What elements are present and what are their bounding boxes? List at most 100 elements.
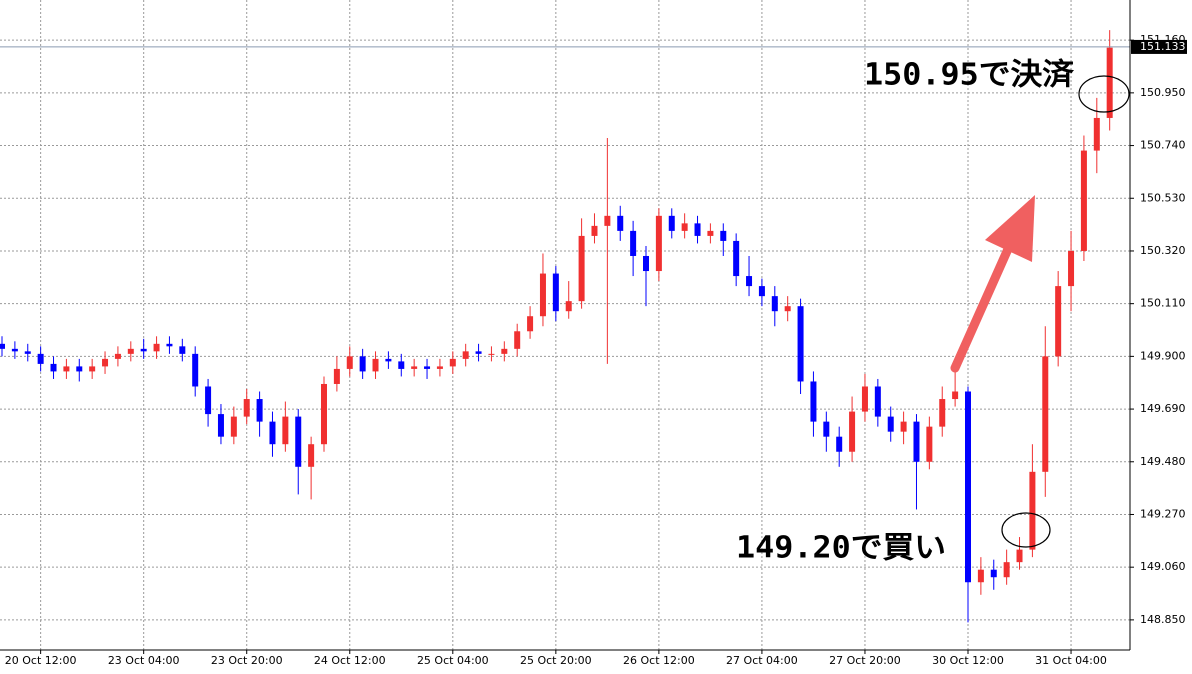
x-tick-label: 27 Oct 20:00 <box>829 654 901 667</box>
candle-body <box>758 286 765 297</box>
y-tick-label: 148.850 <box>1140 613 1186 626</box>
candle-body <box>140 348 147 352</box>
candle-body <box>0 343 5 349</box>
candle-body <box>746 276 753 287</box>
candle-body <box>372 358 379 372</box>
candle-body <box>849 411 856 452</box>
candle-body <box>359 356 366 372</box>
candle-body <box>1003 562 1010 578</box>
candle-body <box>1080 150 1087 251</box>
candle-body <box>1093 117 1100 151</box>
y-tick-label: 150.950 <box>1140 86 1186 99</box>
candle-body <box>913 421 920 462</box>
candle-body <box>89 366 96 372</box>
candle-body <box>1068 250 1075 287</box>
exit-annotation: 150.95で決済 <box>864 58 1075 93</box>
candle-body <box>578 235 585 302</box>
x-tick-label: 25 Oct 20:00 <box>520 654 592 667</box>
candle-body <box>76 366 83 372</box>
candle-body <box>488 353 495 355</box>
candle-body <box>102 358 109 367</box>
candle-body <box>797 306 804 382</box>
candles <box>0 30 1130 623</box>
candle-body <box>63 366 70 372</box>
y-tick-label: 150.110 <box>1140 297 1186 310</box>
y-tick-label: 149.690 <box>1140 402 1186 415</box>
candle-body <box>1029 471 1036 550</box>
arrow-shaft <box>950 235 1017 373</box>
candle-body <box>1016 549 1023 563</box>
exit-circle <box>1078 75 1130 113</box>
candle-body <box>449 358 456 367</box>
candle-body <box>243 399 250 417</box>
candle-body <box>643 255 649 272</box>
x-tick-label: 25 Oct 04:00 <box>417 654 489 667</box>
candle-body <box>1055 286 1062 357</box>
candle-body <box>681 223 688 231</box>
candle-body <box>398 361 405 369</box>
candle-body <box>282 416 289 445</box>
candle-body <box>205 386 212 415</box>
candle-body <box>823 421 830 437</box>
candle-body <box>926 426 933 462</box>
candle-body <box>694 223 701 236</box>
candle-body <box>475 351 482 354</box>
y-tick-label: 149.060 <box>1140 560 1186 573</box>
candle-body <box>436 366 443 369</box>
candle-body <box>333 368 340 384</box>
candle-body <box>295 416 302 467</box>
candle-body <box>707 230 714 236</box>
x-tick-label: 27 Oct 04:00 <box>726 654 798 667</box>
candle-body <box>321 383 327 445</box>
candle-body <box>539 273 546 317</box>
candle-body <box>230 416 237 437</box>
candle-body <box>733 240 740 277</box>
x-tick-label: 26 Oct 12:00 <box>623 654 695 667</box>
candle-body <box>655 215 662 272</box>
y-tick-label: 149.480 <box>1140 455 1186 468</box>
candle-body <box>462 351 469 359</box>
y-tick-label: 150.320 <box>1140 244 1186 257</box>
candle-body <box>887 416 894 432</box>
candle-body <box>552 273 559 312</box>
candle-body <box>900 421 907 432</box>
candle-body <box>50 363 57 372</box>
candle-body <box>952 391 959 400</box>
current-price-label: 151.133 <box>1140 40 1186 53</box>
candle-body <box>153 343 160 352</box>
y-tick-label: 150.740 <box>1140 139 1186 152</box>
x-tick-label: 23 Oct 04:00 <box>108 654 180 667</box>
current-price-box <box>1131 39 1187 54</box>
candle-body <box>990 569 997 578</box>
x-tick-label: 24 Oct 12:00 <box>314 654 386 667</box>
candle-body <box>424 366 431 369</box>
candle-body <box>37 353 44 364</box>
candle-body <box>256 399 263 422</box>
candle-body <box>861 386 868 412</box>
labels: 148.850 149.060 149.270 149.480 149.690 149.9… <box>5 33 1187 667</box>
arrow-head <box>985 195 1035 262</box>
candle-body <box>836 436 843 452</box>
candle-body <box>565 301 572 312</box>
candle-body <box>1042 356 1049 472</box>
y-tick-label: 150.530 <box>1140 191 1186 204</box>
candle-body <box>874 386 881 417</box>
candle-body <box>411 366 418 369</box>
candle-body <box>217 414 224 437</box>
candle-body <box>810 381 817 422</box>
candle-body <box>977 569 984 583</box>
candle-body <box>617 215 624 231</box>
candle-body <box>192 353 199 387</box>
x-tick-label: 23 Oct 20:00 <box>211 654 283 667</box>
entry-annotation: 149.20で買い <box>736 531 946 566</box>
candle-body <box>114 353 121 359</box>
candle-body <box>308 444 315 467</box>
candle-body <box>24 351 31 354</box>
candle-body <box>604 215 611 226</box>
candle-body <box>269 421 276 445</box>
x-tick-label: 30 Oct 12:00 <box>932 654 1004 667</box>
candle-body <box>385 358 392 362</box>
candle-body <box>630 230 637 256</box>
